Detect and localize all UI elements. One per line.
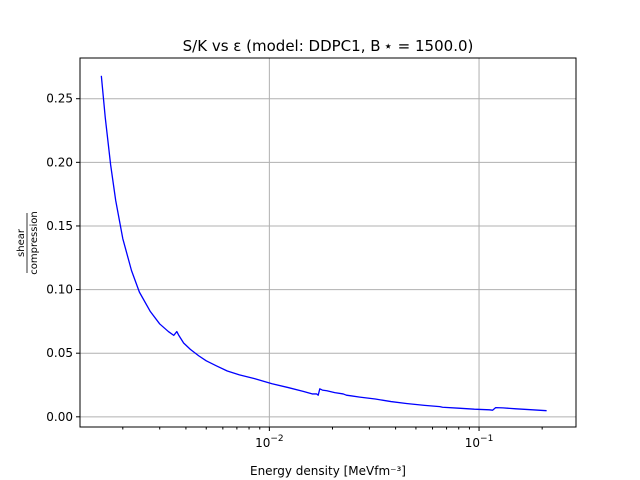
chart-title: S/K vs ε (model: DDPC1, B ⋆ = 1500.0) — [183, 37, 474, 55]
y-tick-label: 0.25 — [46, 92, 73, 106]
x-tick-label: 10−1 — [465, 434, 494, 450]
plot-frame — [79, 57, 577, 428]
y-axis-label-denominator: compression — [29, 211, 40, 274]
y-tick-label: 0.00 — [46, 410, 73, 424]
y-tick-label: 0.10 — [46, 283, 73, 297]
x-tick-label: 10−2 — [255, 434, 284, 450]
x-axis-label: Energy density [MeVfm⁻³] — [250, 464, 406, 478]
y-tick-label: 0.15 — [46, 219, 73, 233]
y-tick-label: 0.05 — [46, 346, 73, 360]
y-tick-label: 0.20 — [46, 155, 73, 169]
ticks: 0.00 0.05 0.10 0.15 0.20 0.25 10−2 10−1 — [46, 92, 543, 450]
series-layer — [100, 75, 547, 412]
grid — [80, 58, 576, 427]
y-axis-label-numerator: shear — [16, 228, 27, 257]
series-line-0 — [100, 75, 547, 412]
y-axis-label: shear compression — [16, 211, 40, 274]
